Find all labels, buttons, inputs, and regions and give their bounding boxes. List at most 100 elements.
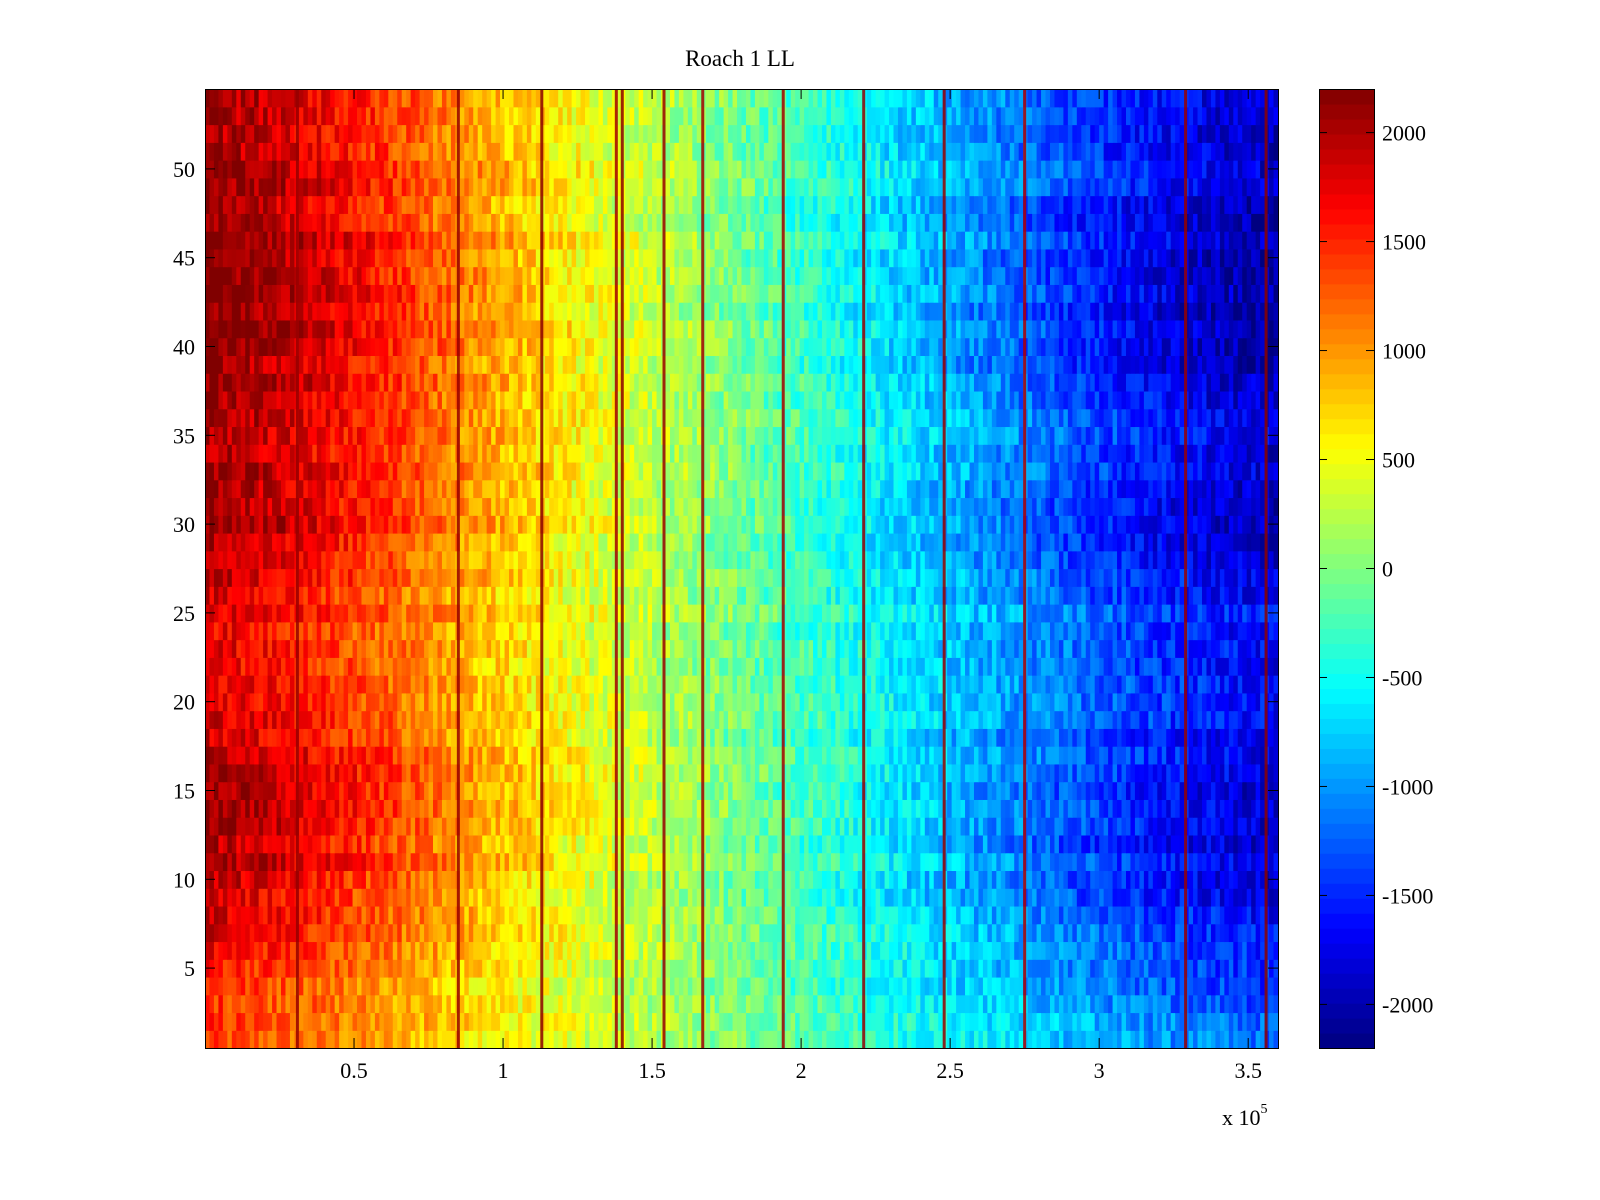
heatmap-cell [987, 976, 993, 996]
heatmap-cell [598, 692, 604, 712]
heatmap-cell [674, 728, 680, 747]
heatmap-cell [254, 870, 260, 889]
heatmap-cell [491, 746, 497, 765]
heatmap-cell [1018, 994, 1024, 1014]
heatmap-cell [1054, 852, 1060, 872]
heatmap-cell [920, 746, 926, 765]
heatmap-cell [839, 923, 845, 943]
heatmap-cell [1246, 692, 1252, 712]
heatmap-cell [468, 746, 474, 765]
heatmap-cell [656, 994, 662, 1014]
heatmap-cell [884, 692, 890, 712]
heatmap-cell [330, 710, 336, 729]
heatmap-cell [1108, 728, 1114, 747]
heatmap-cell [1202, 1012, 1208, 1031]
heatmap-cell [495, 817, 501, 836]
heatmap-cell [500, 834, 506, 854]
heatmap-cell [665, 852, 671, 872]
heatmap-cell [464, 834, 470, 854]
heatmap-cell [482, 834, 488, 854]
heatmap-cell [598, 781, 604, 800]
heatmap-cell [330, 994, 336, 1014]
heatmap-cell [1166, 834, 1172, 854]
heatmap-cell [1081, 799, 1087, 818]
heatmap-cell [464, 976, 470, 996]
heatmap-cell [821, 728, 828, 747]
heatmap-cell [473, 959, 479, 978]
heatmap-cell [696, 710, 702, 729]
heatmap-cell [1206, 763, 1212, 783]
heatmap-cell [678, 1012, 684, 1031]
heatmap-cell [330, 675, 336, 694]
heatmap-cell [1166, 923, 1172, 943]
heatmap-cell [361, 870, 367, 889]
heatmap-cell [897, 852, 904, 872]
heatmap-cell [625, 852, 631, 872]
heatmap-cell [365, 852, 372, 872]
heatmap-cell [330, 781, 336, 800]
heatmap-cell [1139, 781, 1145, 800]
heatmap-cell [303, 870, 309, 889]
heatmap-cell [1045, 728, 1051, 747]
heatmap-cell [370, 763, 376, 783]
heatmap-cell [1117, 976, 1123, 996]
heatmap-cell [710, 976, 716, 996]
heatmap-cell [1148, 817, 1154, 836]
heatmap-cell [947, 905, 953, 925]
heatmap-cell [723, 976, 729, 996]
heatmap-cell [562, 763, 568, 783]
heatmap-cell [750, 941, 756, 960]
heatmap-cell [401, 834, 407, 854]
heatmap-cell [692, 870, 698, 889]
heatmap-cell [549, 710, 555, 729]
heatmap-cell [446, 675, 452, 694]
heatmap-cell [473, 692, 479, 712]
heatmap-cell [1027, 763, 1033, 783]
heatmap-cell [343, 728, 349, 747]
heatmap-cell [1081, 692, 1087, 712]
heatmap-cell [929, 763, 935, 783]
heatmap-cell [1219, 710, 1225, 729]
heatmap-cell [258, 941, 264, 960]
heatmap-cell [1058, 834, 1064, 854]
heatmap-cell [1108, 870, 1114, 889]
heatmap-cell [357, 817, 363, 836]
heatmap-cell [763, 763, 769, 783]
heatmap-cell [343, 1012, 349, 1031]
heatmap-cell [598, 1012, 604, 1031]
heatmap-cell [897, 1012, 904, 1031]
heatmap-cell [209, 994, 215, 1014]
heatmap-cell [710, 763, 716, 783]
heatmap-cell [424, 888, 430, 907]
heatmap-cell [236, 852, 242, 872]
heatmap-cell [687, 817, 693, 836]
heatmap-cell [276, 852, 282, 872]
heatmap-cell [629, 994, 635, 1014]
heatmap-cell [830, 834, 836, 854]
heatmap-cell [853, 941, 859, 960]
heatmap-cell [437, 763, 443, 783]
heatmap-cell [428, 959, 434, 978]
heatmap-cell [817, 746, 823, 765]
heatmap-cell [705, 799, 711, 818]
heatmap-cell [535, 870, 541, 889]
heatmap-cell [544, 834, 550, 854]
heatmap-cell [853, 994, 859, 1014]
heatmap-cell [1152, 728, 1158, 747]
heatmap-cell [365, 923, 372, 943]
heatmap-cell [258, 959, 264, 978]
heatmap-cell [759, 852, 765, 872]
heatmap-cell [795, 923, 801, 943]
heatmap-cell [1175, 692, 1181, 712]
heatmap-cell [804, 781, 810, 800]
heatmap-cell [915, 905, 921, 925]
heatmap-cell [920, 799, 926, 818]
heatmap-cell [906, 710, 912, 729]
heatmap-cell [866, 710, 872, 729]
heatmap-cell [419, 976, 425, 996]
heatmap-cell [692, 817, 698, 836]
heatmap-cell [732, 852, 738, 872]
heatmap-cell [1054, 941, 1060, 960]
heatmap-cell [303, 763, 309, 783]
heatmap-cell [714, 728, 720, 747]
